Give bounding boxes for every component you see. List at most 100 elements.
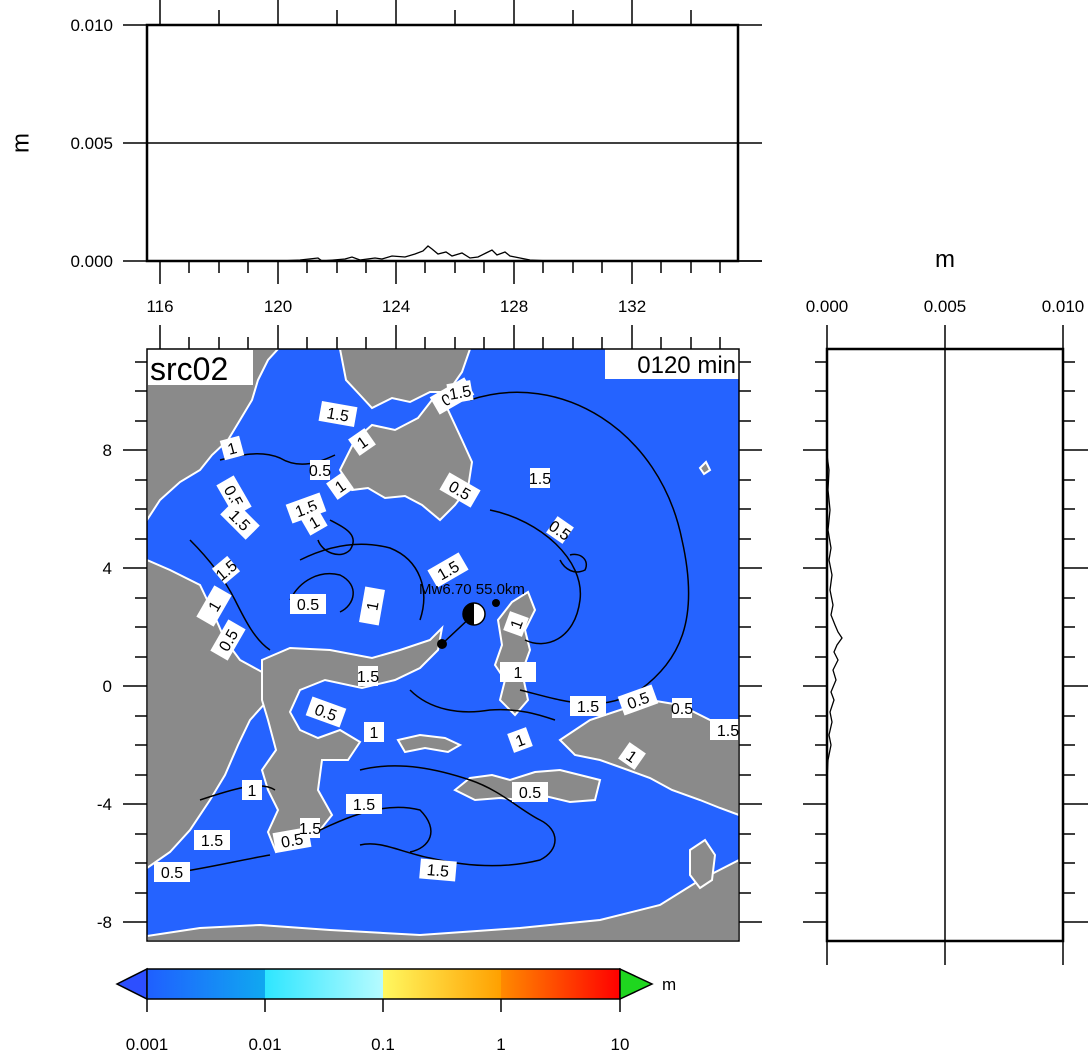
contour-west [289, 573, 354, 613]
contour-label: 1.5 [426, 862, 450, 881]
epicentre-dot [437, 639, 447, 649]
top-ytick-label: 0.005 [70, 134, 113, 153]
contour-label: 0.5 [519, 785, 541, 802]
contour-label: 1.5 [577, 699, 599, 716]
map-ytick-labels: 8 4 0 -4 -8 [97, 441, 112, 932]
land-mindanao [338, 398, 474, 522]
ytick-label: 8 [103, 441, 112, 460]
contour-label: 0.5 [280, 831, 305, 852]
contour-label: 1 [248, 783, 257, 800]
contour-south [359, 765, 556, 867]
time-label-box: 0120 min [605, 349, 739, 379]
land-sulawesi [260, 625, 444, 854]
contour-basin [409, 689, 556, 721]
contour-label: 1 [370, 725, 379, 742]
contour-gulf [189, 539, 271, 651]
contour-label: 1.5 [325, 405, 350, 426]
land-lesser-sunda [147, 858, 739, 941]
map-xtick-labels: 116 120 124 128 132 [146, 297, 646, 316]
right-xtick-labels: 0.000 0.005 0.010 [806, 297, 1085, 316]
land [147, 349, 739, 941]
colorbar-over-triangle [619, 967, 654, 1001]
land-north-islet [698, 460, 712, 476]
source-label-box: src02 [147, 349, 253, 387]
contour-label: 1.5 [201, 833, 223, 850]
contour-inner-1 [489, 509, 582, 645]
map-xticks-upper [159, 325, 721, 349]
contour-label: 0.5 [297, 597, 319, 614]
colorbar-tick-label: 0.1 [371, 1035, 395, 1054]
contour-label: 1 [364, 600, 382, 612]
colorbar-tick-label: 0.001 [126, 1035, 169, 1054]
source-label: src02 [150, 351, 228, 387]
top-profile-panel: m 0.010 0.005 0.000 [7, 0, 762, 284]
colorbar-unit: m [662, 975, 676, 994]
colorbar-tick-labels: 0.001 0.01 0.1 1 10 [126, 1035, 630, 1054]
xtick-label: 120 [264, 297, 292, 316]
contour-label: 1.5 [717, 723, 739, 740]
colorbar-seg-4 [501, 969, 620, 999]
right-xtick-label: 0.010 [1042, 297, 1085, 316]
top-ytick-labels: 0.010 0.005 0.000 [70, 16, 113, 271]
land-aru [689, 838, 717, 890]
top-xticks-upper [159, 0, 692, 25]
right-xlabel: m [935, 246, 955, 273]
xtick-label: 124 [382, 297, 410, 316]
map-yticks [123, 361, 762, 923]
aftershock-dot [492, 599, 500, 607]
ytick-label: 4 [103, 559, 112, 578]
contour-celebes [299, 543, 425, 621]
right-xticks [826, 325, 1064, 965]
colorbar-tick-label: 1 [496, 1035, 505, 1054]
colorbar-tick-label: 10 [611, 1035, 630, 1054]
right-frame [825, 347, 1065, 943]
contour-label: 0.5 [625, 690, 652, 714]
right-profile-panel: m 0.000 0.005 0.010 [803, 246, 1088, 965]
top-ylabel: m [7, 133, 34, 153]
ytick-label: -4 [97, 795, 112, 814]
tsunami-map [147, 349, 739, 941]
event-label: Mw6.70 55.0km [419, 581, 525, 598]
top-waveform [160, 245, 738, 262]
colorbar-tick-label: 0.01 [248, 1035, 281, 1054]
contour-label: 0.5 [671, 701, 693, 718]
colorbar-under-triangle [115, 967, 148, 1001]
right-waveform [826, 454, 843, 941]
contour-celebes-2 [317, 519, 354, 556]
beachball-compression [463, 603, 474, 625]
contour-east-sea [559, 553, 587, 573]
right-xtick-label: 0.000 [806, 297, 849, 316]
top-ytick-label: 0.000 [70, 252, 113, 271]
colorbar-seg-1 [147, 969, 265, 999]
map-frame [146, 348, 740, 942]
top-ytick-label: 0.010 [70, 16, 113, 35]
contour-label: 1.5 [353, 797, 375, 814]
contour-label: 1 [514, 665, 523, 682]
xtick-label: 128 [500, 297, 528, 316]
land-philippines-north [338, 349, 472, 410]
colorbar: m 0.001 0.01 0.1 1 10 [115, 967, 676, 1054]
contour-label: 0.5 [309, 463, 331, 480]
contour-label: 1.5 [529, 471, 551, 488]
contour-label: 1 [226, 440, 239, 459]
contour-label: 0.5 [161, 865, 183, 882]
contour-label: 1.5 [299, 821, 321, 838]
colorbar-seg-2 [265, 969, 383, 999]
epicentre-marks [437, 599, 500, 649]
ytick-label: -8 [97, 913, 112, 932]
colorbar-seg-3 [383, 969, 501, 999]
contour-label: 1.5 [357, 669, 379, 686]
contour-label: 0.5 [312, 702, 339, 726]
colorbar-ticks [146, 999, 621, 1012]
contour-south-2 [299, 806, 432, 853]
time-label: 0120 min [637, 352, 736, 379]
land-sula [396, 733, 463, 754]
right-xtick-label: 0.005 [924, 297, 967, 316]
contour-labels: 1.5 1 0.5 1.5 1 1 0.5 1.5 1 0.5 1.5 0.5 … [154, 377, 746, 882]
top-xaxis-ticks [147, 260, 762, 284]
contour-label: 1.5 [448, 383, 473, 404]
xtick-label: 116 [146, 297, 173, 316]
xtick-label: 132 [618, 297, 646, 316]
ytick-label: 0 [103, 677, 112, 696]
